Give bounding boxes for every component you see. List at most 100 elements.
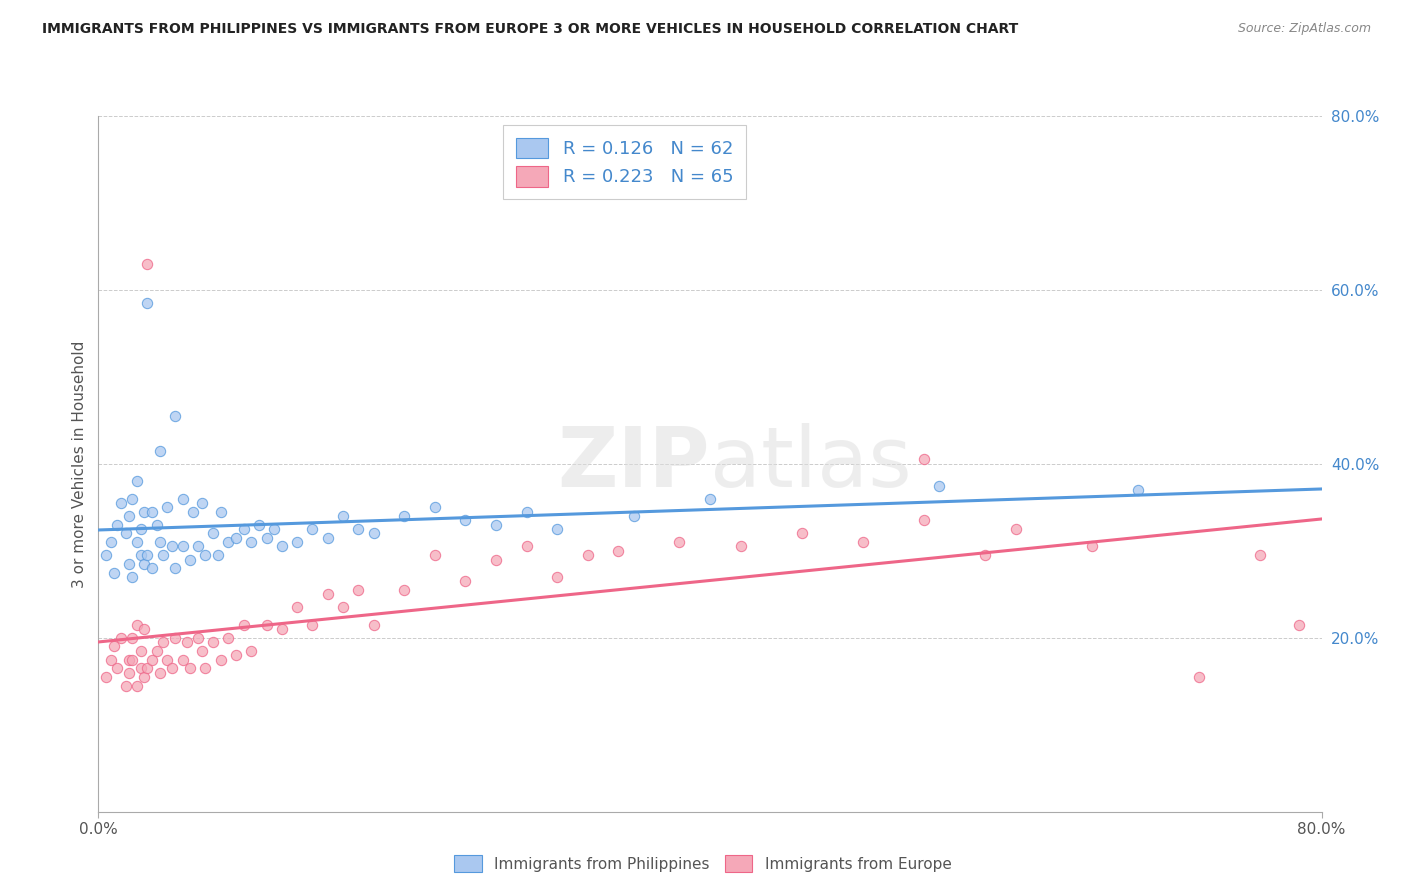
Point <box>136 257 159 271</box>
Point <box>121 652 143 666</box>
Legend: Immigrants from Philippines, Immigrants from Europe: Immigrants from Philippines, Immigrants … <box>447 847 959 880</box>
Point <box>256 531 278 545</box>
Point <box>1288 617 1310 632</box>
Point <box>485 517 508 532</box>
Point <box>247 517 270 532</box>
Point <box>225 648 247 662</box>
Point <box>316 587 339 601</box>
Legend: R = 0.126   N = 62, R = 0.223   N = 65: R = 0.126 N = 62, R = 0.223 N = 65 <box>503 125 745 199</box>
Point <box>668 535 690 549</box>
Point <box>423 500 446 515</box>
Point <box>149 665 172 680</box>
Point <box>163 409 186 423</box>
Point <box>790 526 813 541</box>
Point <box>134 505 156 519</box>
Point <box>191 644 214 658</box>
Point <box>149 535 172 549</box>
Point <box>209 505 232 519</box>
Point <box>928 478 950 492</box>
Point <box>94 670 117 684</box>
Point <box>134 557 156 571</box>
Point <box>363 526 385 541</box>
Point <box>240 535 263 549</box>
Point <box>202 526 225 541</box>
Point <box>179 552 201 566</box>
Point <box>152 635 174 649</box>
Point <box>125 535 148 549</box>
Point <box>392 582 416 597</box>
Point <box>285 600 308 615</box>
Text: atlas: atlas <box>710 424 911 504</box>
Point <box>121 631 143 645</box>
Point <box>270 540 292 554</box>
Point <box>623 508 645 523</box>
Point <box>347 522 370 536</box>
Point <box>163 561 186 575</box>
Point <box>485 552 508 566</box>
Point <box>217 631 239 645</box>
Point <box>145 517 167 532</box>
Point <box>912 513 935 527</box>
Point <box>202 635 225 649</box>
Y-axis label: 3 or more Vehicles in Household: 3 or more Vehicles in Household <box>72 340 87 588</box>
Point <box>149 443 172 458</box>
Point <box>730 540 752 554</box>
Point <box>103 640 125 654</box>
Point <box>121 570 143 584</box>
Point <box>141 652 163 666</box>
Point <box>423 548 446 562</box>
Point <box>270 622 292 636</box>
Point <box>136 296 159 310</box>
Point <box>207 548 229 562</box>
Point <box>118 665 141 680</box>
Point <box>1249 548 1271 562</box>
Point <box>316 531 339 545</box>
Point <box>1004 522 1026 536</box>
Point <box>105 661 128 675</box>
Point <box>187 631 209 645</box>
Point <box>172 540 194 554</box>
Point <box>179 661 201 675</box>
Point <box>176 635 198 649</box>
Point <box>100 652 122 666</box>
Point <box>1188 670 1211 684</box>
Point <box>256 617 278 632</box>
Point <box>118 557 141 571</box>
Point <box>209 652 232 666</box>
Point <box>576 548 599 562</box>
Point <box>240 644 263 658</box>
Point <box>607 543 630 558</box>
Point <box>118 508 141 523</box>
Point <box>129 661 152 675</box>
Text: IMMIGRANTS FROM PHILIPPINES VS IMMIGRANTS FROM EUROPE 3 OR MORE VEHICLES IN HOUS: IMMIGRANTS FROM PHILIPPINES VS IMMIGRANT… <box>42 22 1018 37</box>
Point <box>156 500 179 515</box>
Point <box>115 526 138 541</box>
Point <box>125 617 148 632</box>
Point <box>392 508 416 523</box>
Point <box>103 566 125 580</box>
Point <box>129 522 152 536</box>
Point <box>1081 540 1104 554</box>
Point <box>136 548 159 562</box>
Point <box>125 474 148 488</box>
Point <box>125 679 148 693</box>
Point <box>115 679 138 693</box>
Point <box>332 600 354 615</box>
Point <box>94 548 117 562</box>
Point <box>347 582 370 597</box>
Point <box>194 548 217 562</box>
Point <box>160 661 183 675</box>
Point <box>225 531 247 545</box>
Point <box>152 548 174 562</box>
Point <box>285 535 308 549</box>
Point <box>516 505 538 519</box>
Point <box>454 574 477 589</box>
Point <box>363 617 385 632</box>
Point <box>301 522 323 536</box>
Point <box>1128 483 1150 497</box>
Point <box>160 540 183 554</box>
Point <box>546 570 568 584</box>
Point <box>134 622 156 636</box>
Text: Source: ZipAtlas.com: Source: ZipAtlas.com <box>1237 22 1371 36</box>
Point <box>546 522 568 536</box>
